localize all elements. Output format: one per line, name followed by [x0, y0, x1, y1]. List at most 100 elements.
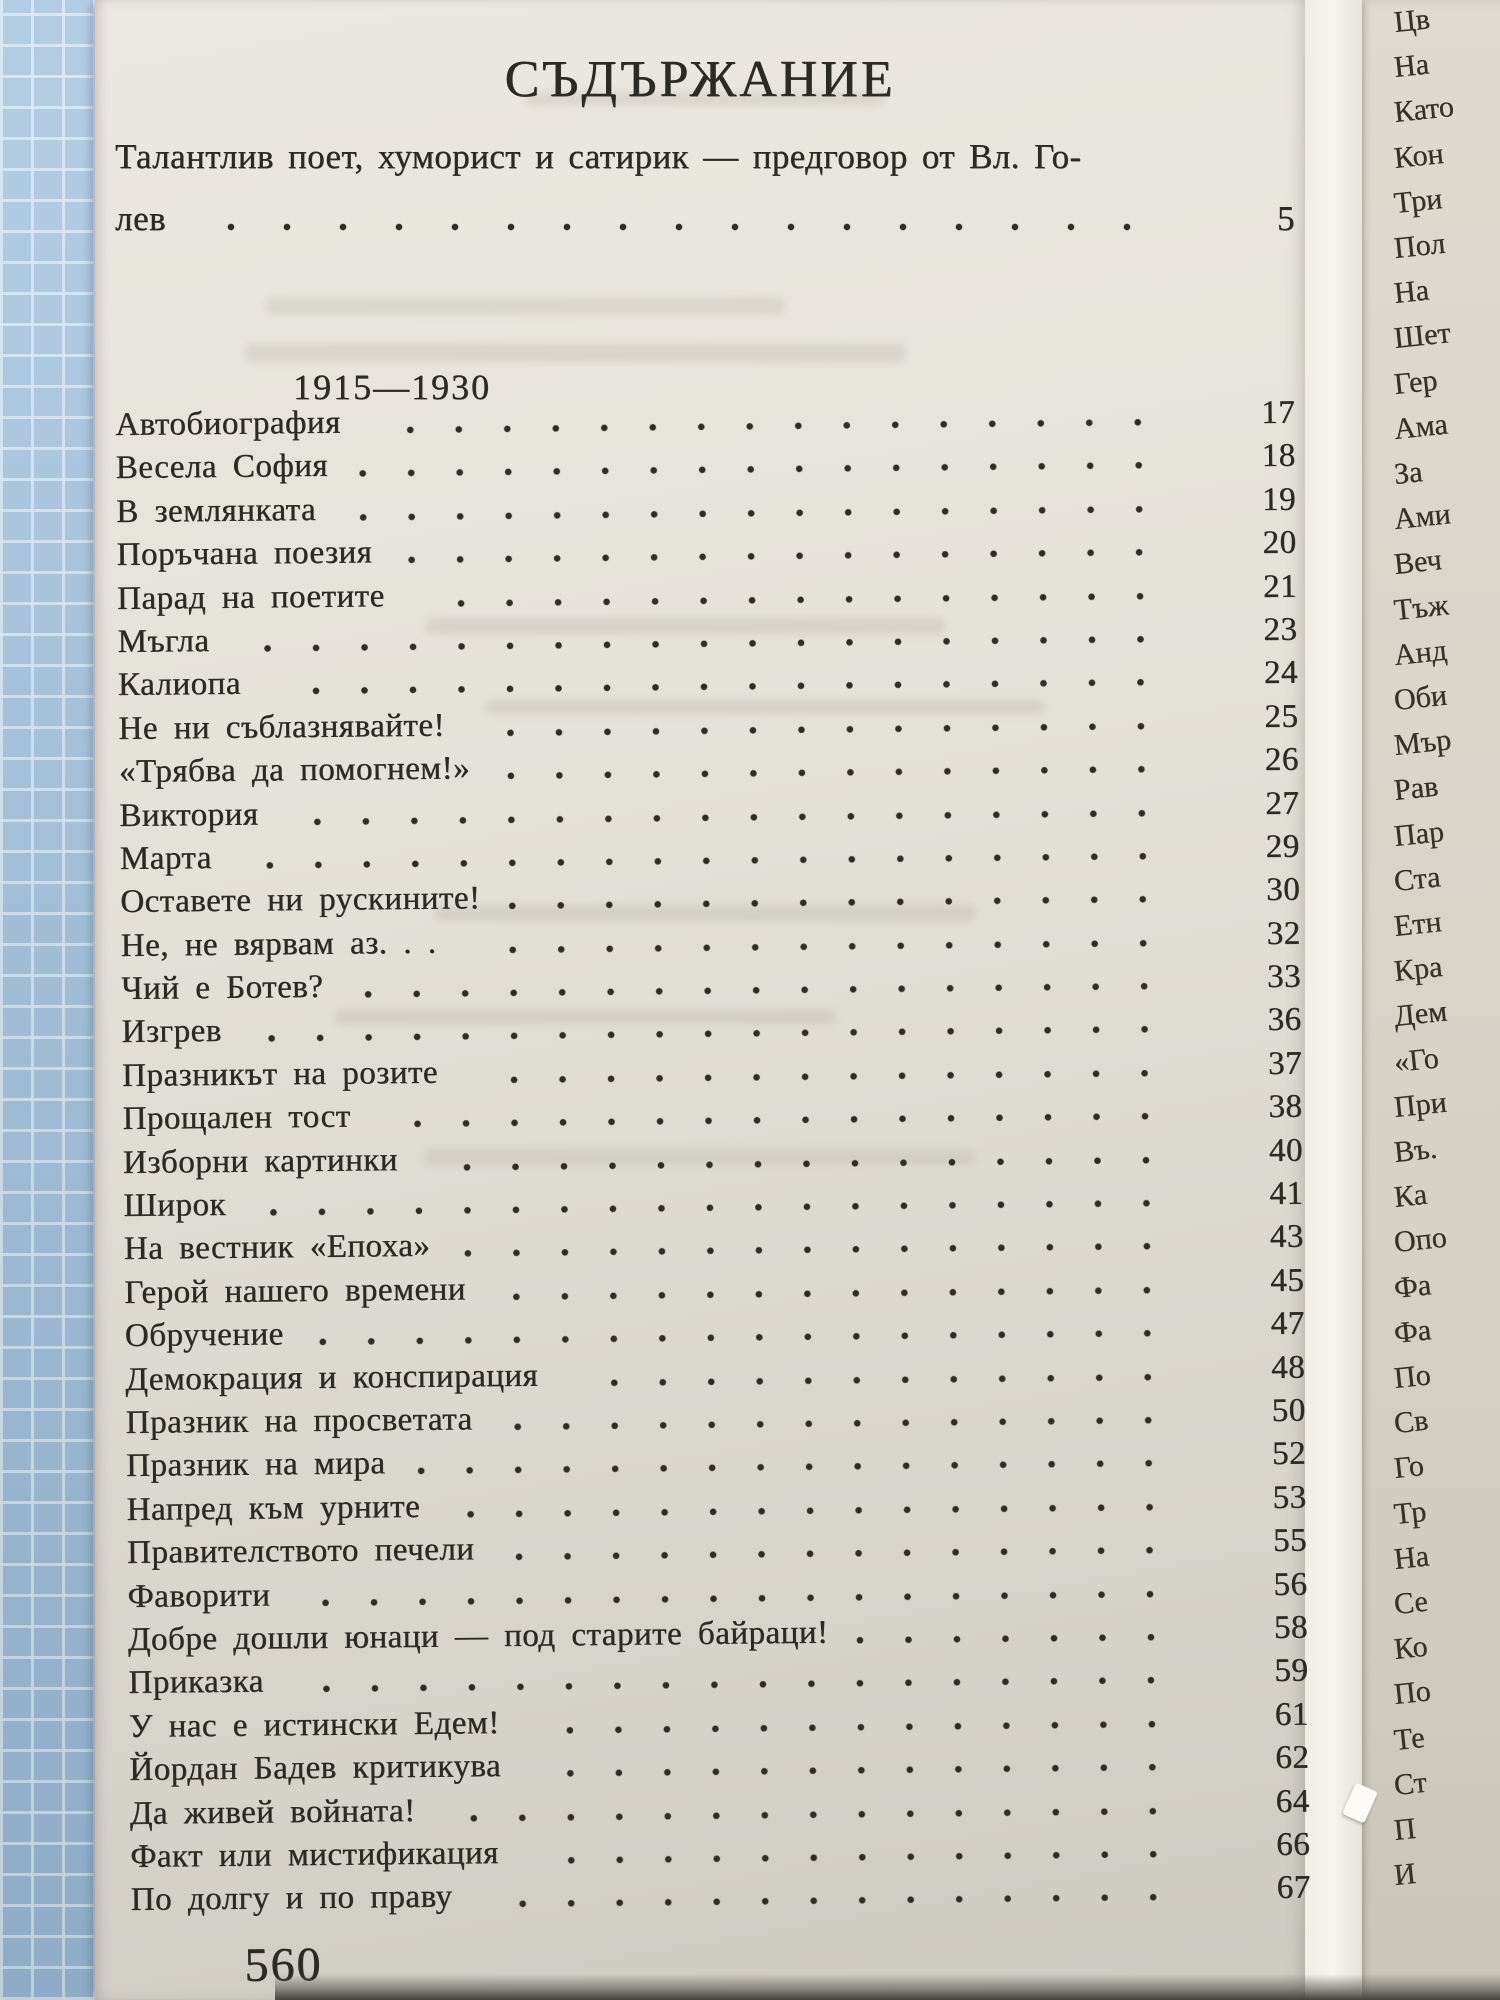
adjacent-page-text-fragment: Гер — [1392, 363, 1439, 401]
toc-entry-page: 24 — [1263, 654, 1299, 692]
dot-leader — [363, 980, 1184, 1000]
preface-line-2-text: лев — [115, 199, 167, 238]
bleed-through-smudge — [265, 298, 785, 314]
adjacent-page-text-fragment: Опо — [1392, 1220, 1449, 1260]
toc-entry-page: 17 — [1260, 394, 1296, 431]
dot-leader — [321, 1588, 1190, 1608]
adjacent-page-text-fragment: Рав — [1392, 769, 1440, 808]
book-bottom-edge-shadow — [275, 1974, 1500, 2000]
toc-entry-page: 61 — [1274, 1696, 1309, 1733]
adjacent-page-text-fragment: «Го — [1392, 1041, 1441, 1079]
adjacent-page-text-fragment: И — [1392, 1857, 1418, 1893]
adjacent-page-text-fragment: Ста — [1392, 860, 1442, 898]
dot-leader — [513, 1414, 1188, 1432]
toc-entry-title: В землянката — [115, 491, 317, 530]
adjacent-page-text-fragment: Кон — [1392, 136, 1445, 175]
toc-entry-page: 30 — [1265, 871, 1301, 909]
dot-leader — [322, 1675, 1191, 1695]
adjacent-page-text-fragment: Ко — [1392, 1629, 1430, 1667]
toc-entry-title: Не ни съблазнявайте! — [118, 707, 446, 747]
toc-entry-title: Празник на просветата — [125, 1401, 473, 1441]
adjacent-page: Цв На Като Кон Три Пол На Шет Гер Ама За Ами Веч Тъж А… — [1352, 0, 1500, 2000]
dot-leader — [268, 1197, 1186, 1218]
toc-entry-title: Поръчана поезия — [116, 534, 373, 574]
adjacent-page-text-fragment: На — [1392, 273, 1431, 311]
toc-entry-title: «Трябва да помогнем!» — [118, 750, 471, 791]
toc-entry-title: Виктория — [119, 796, 259, 834]
toc-entry-page: 19 — [1261, 481, 1297, 518]
toc-entry-page: 52 — [1271, 1435, 1307, 1473]
toc-entry-page: 32 — [1266, 915, 1301, 952]
adjacent-page-text-fragment: Веч — [1392, 543, 1444, 582]
toc-entry-page: 50 — [1271, 1392, 1306, 1429]
adjacent-page-text-fragment: Ами — [1392, 497, 1453, 537]
dot-leader — [508, 894, 1183, 912]
torn-page-edge — [1296, 0, 1362, 2000]
toc-entry-page: 59 — [1274, 1652, 1309, 1690]
adjacent-page-text-fragment: Ама — [1392, 407, 1450, 446]
adjacent-page-text-fragment: На — [1392, 47, 1431, 85]
toc-entry-title: Приказка — [128, 1663, 264, 1702]
adjacent-page-text-fragment: Пар — [1392, 814, 1446, 853]
adjacent-page-text-fragment: П — [1392, 1811, 1418, 1847]
toc-entry-title: Добре дошли юнаци — под старите байраци! — [127, 1614, 829, 1658]
dot-leader — [407, 547, 1179, 566]
toc-entry-title: Автобиография — [115, 404, 341, 443]
dot-leader — [469, 1805, 1192, 1823]
adjacent-page-text-fragment: Фа — [1392, 1313, 1433, 1350]
toc-entry-page: 40 — [1268, 1132, 1304, 1169]
toc-entry-page: 18 — [1261, 438, 1296, 475]
dot-leader — [508, 937, 1183, 955]
toc-entry-title: Калиопа — [117, 666, 242, 704]
adjacent-page-text-fragment: На — [1392, 1539, 1431, 1576]
adjacent-page-text-fragment: Етн — [1392, 905, 1443, 943]
adjacent-page-text-fragment: Шет — [1392, 316, 1453, 356]
toc-entry-page: 48 — [1270, 1349, 1306, 1386]
preface-page-number: 5 — [1277, 199, 1295, 238]
toc-entry-page: 29 — [1265, 828, 1300, 865]
toc-rows: Автобиография 17 Весела София 18 В земля… — [115, 392, 1311, 1923]
book-page: СЪДЪРЖАНИЕ Талантлив поет, хуморист и са… — [95, 0, 1311, 2000]
section-heading-years: 1915—1930 — [293, 367, 491, 407]
toc-entry-page: 20 — [1262, 524, 1297, 562]
toc-entry-page: 27 — [1265, 785, 1300, 822]
dot-leader — [313, 807, 1182, 827]
dot-leader — [565, 1718, 1191, 1736]
toc-entry-title: Демокрация и конспирация — [125, 1357, 539, 1398]
toc-entry-page: 26 — [1264, 741, 1299, 779]
toc-entry-title: Да живей войната! — [129, 1792, 416, 1832]
dot-leader — [518, 1892, 1193, 1910]
toc-entry-page: 64 — [1275, 1783, 1310, 1820]
dot-leader — [466, 1501, 1189, 1520]
dot-leader — [512, 1284, 1187, 1302]
toc-entry-page: 25 — [1264, 698, 1299, 735]
toc-entry-title: Чий е Ботев? — [120, 968, 324, 1008]
toc-entry-title: Напред към урните — [126, 1488, 421, 1528]
dot-leader — [265, 850, 1182, 871]
dot-leader — [311, 677, 1181, 697]
toc-entry-title: По долгу и по праву — [130, 1878, 453, 1919]
toc-entry-title: На вестник «Епоха» — [123, 1228, 431, 1268]
toc-entry-title: Правителството печели — [126, 1531, 475, 1572]
toc-entry-page: 41 — [1269, 1175, 1304, 1212]
adjacent-page-text-fragment: Кра — [1392, 950, 1444, 989]
adjacent-page-text-fragment: Анд — [1392, 633, 1449, 672]
toc-entry-page: 45 — [1270, 1262, 1305, 1299]
adjacent-page-text-fragment: Три — [1392, 181, 1444, 220]
toc-entry-page: 58 — [1273, 1609, 1309, 1646]
dot-leader — [565, 1761, 1192, 1779]
dot-leader — [413, 1111, 1185, 1130]
dot-leader — [506, 763, 1181, 782]
toc-entry-title: Празникът на розите — [121, 1054, 439, 1094]
dot-leader — [463, 1241, 1186, 1259]
toc-entry-title: Парад на поетите — [116, 577, 385, 617]
adjacent-page-text-fragment: Се — [1392, 1584, 1430, 1621]
dot-leader — [855, 1631, 1191, 1646]
adjacent-page-text-fragment: Св — [1392, 1403, 1430, 1441]
toc-entry-title: У нас е истински Едем! — [128, 1704, 500, 1745]
dot-leader — [515, 1544, 1190, 1563]
adjacent-page-text-fragment: Го — [1392, 1449, 1426, 1486]
dot-leader — [456, 590, 1180, 608]
adjacent-page-text-fragment: Като — [1392, 90, 1456, 130]
preface-line-2: лев 5 — [115, 188, 1295, 250]
